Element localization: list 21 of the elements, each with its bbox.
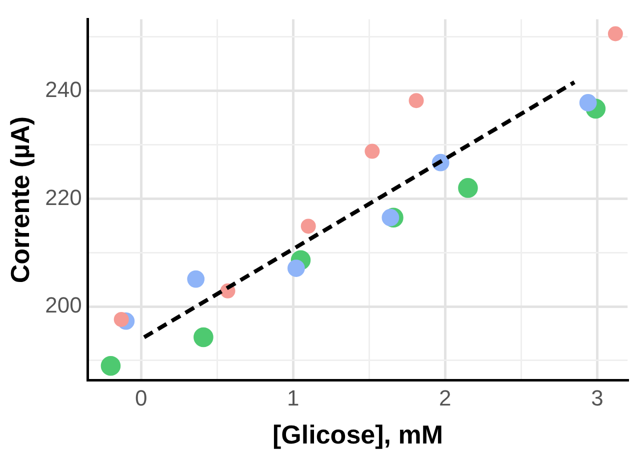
y-tick-label: 200 xyxy=(45,292,82,318)
x-tick-label: 3 xyxy=(591,386,604,411)
point xyxy=(608,26,623,42)
point xyxy=(287,260,305,277)
y-axis-title: Corrente (µA) xyxy=(4,116,35,284)
y-tick-label: 220 xyxy=(45,184,82,210)
point xyxy=(364,144,380,159)
x-axis-title: [Glicose], mM xyxy=(272,420,443,450)
point xyxy=(300,218,316,234)
x-tick-label: 1 xyxy=(287,386,300,411)
point xyxy=(408,93,424,108)
x-tick-label: 0 xyxy=(134,386,148,411)
point xyxy=(579,94,597,112)
point xyxy=(100,356,121,376)
x-tick-label: 2 xyxy=(439,386,452,411)
point xyxy=(194,327,214,348)
point xyxy=(382,208,400,226)
point xyxy=(458,178,478,198)
y-tick-label: 240 xyxy=(45,76,82,102)
point xyxy=(114,312,129,327)
point xyxy=(187,270,205,288)
